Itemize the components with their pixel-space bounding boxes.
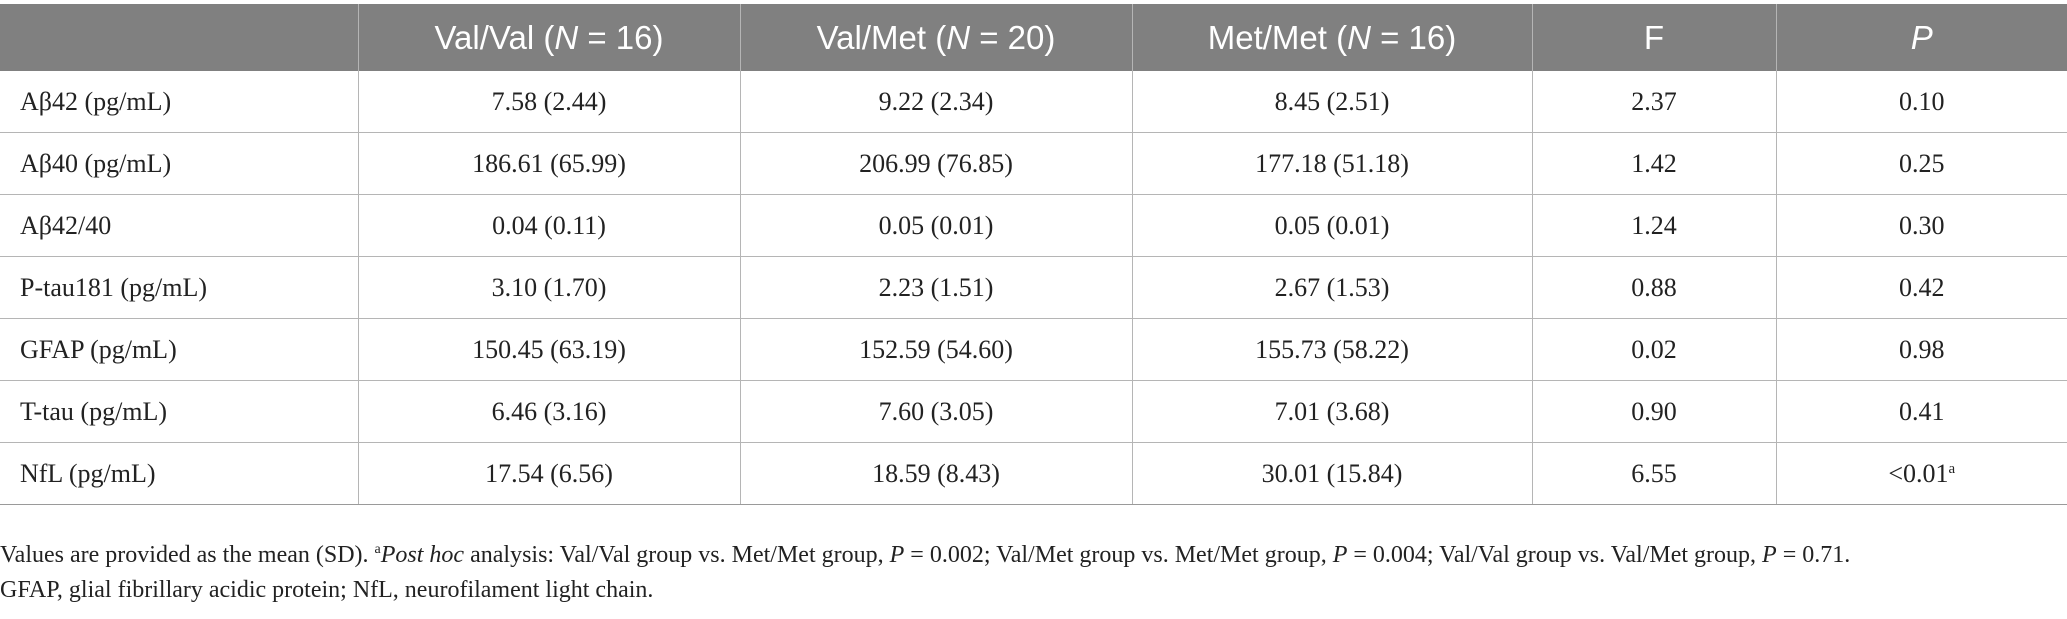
header-cell-val-met: Val/Met (N = 20) [739,4,1132,71]
row-label: T-tau (pg/mL) [0,380,358,443]
table-row: Aβ42 (pg/mL) 7.58 (2.44) 9.22 (2.34) 8.4… [0,71,2067,133]
cell-val-met: 206.99 (76.85) [739,132,1132,195]
header-row: Val/Val (N = 16) Val/Met (N = 20) Met/Me… [0,4,2067,71]
cell-val-met: 18.59 (8.43) [739,442,1132,505]
cell-val-val: 3.10 (1.70) [357,256,740,319]
cell-val-met: 152.59 (54.60) [739,318,1132,381]
header-cell-blank [0,4,358,71]
footnote-marker: a [374,542,381,557]
table-header: Val/Val (N = 16) Val/Met (N = 20) Met/Me… [0,4,2067,71]
cell-val-met: 0.05 (0.01) [739,194,1132,257]
cell-p: 0.30 [1775,194,2067,257]
table-row: Aβ40 (pg/mL) 186.61 (65.99) 206.99 (76.8… [0,132,2067,195]
cell-f: 0.02 [1531,318,1776,381]
cell-val-val: 7.58 (2.44) [357,71,740,133]
cell-p: 0.42 [1775,256,2067,319]
header-cell-met-met: Met/Met (N = 16) [1131,4,1532,71]
row-label: Aβ40 (pg/mL) [0,132,358,195]
cell-f: 0.90 [1531,380,1776,443]
row-label: GFAP (pg/mL) [0,318,358,381]
cell-f: 1.24 [1531,194,1776,257]
row-label: Aβ42 (pg/mL) [0,71,358,133]
cell-p: 0.41 [1775,380,2067,443]
cell-met-met: 30.01 (15.84) [1131,442,1532,505]
header-cell-p: P [1775,4,2067,71]
footnote-marker: a [1948,460,1956,477]
table-row: Aβ42/40 0.04 (0.11) 0.05 (0.01) 0.05 (0.… [0,194,2067,257]
cell-met-met: 7.01 (3.68) [1131,380,1532,443]
table-footnote: Values are provided as the mean (SD). aP… [0,538,2067,608]
cell-val-val: 6.46 (3.16) [357,380,740,443]
cell-f: 2.37 [1531,71,1776,133]
header-cell-val-val: Val/Val (N = 16) [357,4,740,71]
cell-f: 6.55 [1531,442,1776,505]
cell-val-val: 186.61 (65.99) [357,132,740,195]
cell-p: 0.25 [1775,132,2067,195]
cell-p: <0.01a [1775,442,2067,505]
cell-f: 1.42 [1531,132,1776,195]
p-value: <0.01 [1888,458,1949,488]
biomarker-table: Val/Val (N = 16) Val/Met (N = 20) Met/Me… [0,4,2067,505]
table-row: NfL (pg/mL) 17.54 (6.56) 18.59 (8.43) 30… [0,442,2067,505]
cell-f: 0.88 [1531,256,1776,319]
cell-val-met: 7.60 (3.05) [739,380,1132,443]
cell-p: 0.98 [1775,318,2067,381]
cell-met-met: 8.45 (2.51) [1131,71,1532,133]
row-label: P-tau181 (pg/mL) [0,256,358,319]
table-row: P-tau181 (pg/mL) 3.10 (1.70) 2.23 (1.51)… [0,256,2067,319]
cell-val-val: 0.04 (0.11) [357,194,740,257]
row-label: Aβ42/40 [0,194,358,257]
cell-met-met: 0.05 (0.01) [1131,194,1532,257]
footnote-line-1: Values are provided as the mean (SD). aP… [0,542,1851,568]
cell-val-val: 150.45 (63.19) [357,318,740,381]
table-body: Aβ42 (pg/mL) 7.58 (2.44) 9.22 (2.34) 8.4… [0,71,2067,505]
footnote-line-2: GFAP, glial fibrillary acidic protein; N… [0,577,654,603]
cell-val-met: 2.23 (1.51) [739,256,1132,319]
cell-p: 0.10 [1775,71,2067,133]
cell-met-met: 177.18 (51.18) [1131,132,1532,195]
cell-val-val: 17.54 (6.56) [357,442,740,505]
table-row: GFAP (pg/mL) 150.45 (63.19) 152.59 (54.6… [0,318,2067,381]
row-label: NfL (pg/mL) [0,442,358,505]
header-cell-f: F [1531,4,1776,71]
cell-val-met: 9.22 (2.34) [739,71,1132,133]
cell-met-met: 155.73 (58.22) [1131,318,1532,381]
cell-met-met: 2.67 (1.53) [1131,256,1532,319]
table-row: T-tau (pg/mL) 6.46 (3.16) 7.60 (3.05) 7.… [0,380,2067,443]
